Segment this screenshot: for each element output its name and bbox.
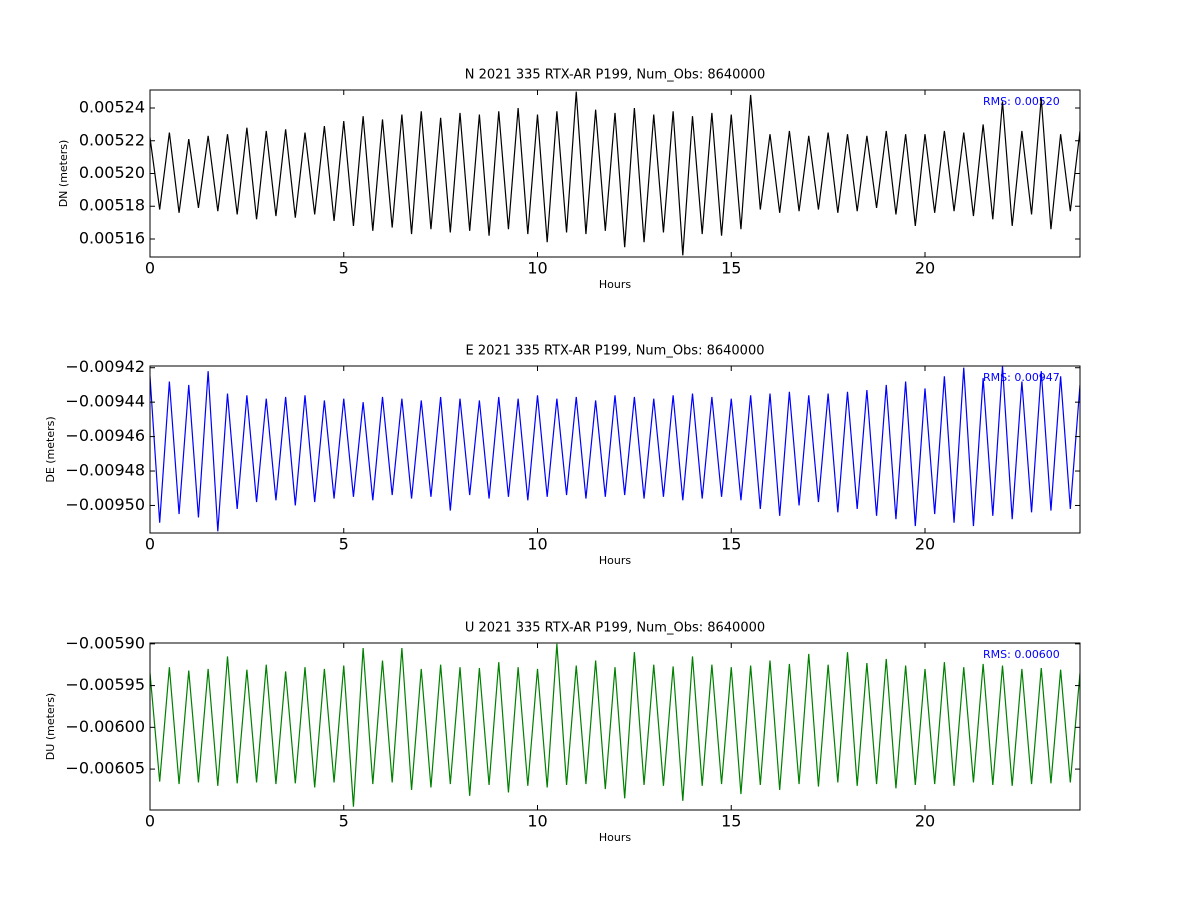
x-tick-label: 15 bbox=[721, 812, 741, 831]
y-tick-label: 0.00520 bbox=[79, 163, 145, 182]
y-axis-label: DN (meters) bbox=[57, 140, 70, 208]
y-tick-label: 0.00524 bbox=[79, 98, 145, 117]
subplot: N 2021 335 RTX-AR P199, Num_Obs: 8640000… bbox=[57, 68, 1081, 291]
y-tick-label: 0.00516 bbox=[79, 228, 145, 247]
x-tick-label: 0 bbox=[145, 535, 155, 554]
annotation: RMS: 0.00520 bbox=[983, 95, 1060, 108]
x-tick-label: 0 bbox=[145, 259, 155, 278]
x-tick-label: 10 bbox=[527, 535, 547, 554]
x-tick-label: 20 bbox=[915, 535, 935, 554]
x-tick-label: 10 bbox=[527, 812, 547, 831]
data-line bbox=[150, 366, 1080, 532]
y-tick-label: −0.00948 bbox=[65, 461, 145, 480]
y-tick-label: 0.00522 bbox=[79, 130, 145, 149]
x-tick-label: 10 bbox=[527, 259, 547, 278]
x-tick-label: 20 bbox=[915, 259, 935, 278]
y-tick-label: −0.00600 bbox=[65, 717, 145, 736]
subplot-title: E 2021 335 RTX-AR P199, Num_Obs: 8640000 bbox=[466, 344, 765, 359]
plot-frame bbox=[149, 642, 1081, 811]
data-line bbox=[150, 91, 1080, 256]
y-axis-label: DU (meters) bbox=[44, 693, 57, 760]
y-tick-label: −0.00590 bbox=[65, 633, 145, 652]
subplot: E 2021 335 RTX-AR P199, Num_Obs: 8640000… bbox=[44, 344, 1081, 567]
x-tick-label: 20 bbox=[915, 812, 935, 831]
y-tick-label: −0.00942 bbox=[65, 357, 145, 376]
data-line bbox=[150, 643, 1080, 807]
y-tick-label: −0.00950 bbox=[65, 495, 145, 514]
y-axis-label: DE (meters) bbox=[44, 416, 57, 482]
x-tick-label: 15 bbox=[721, 535, 741, 554]
subplot: U 2021 335 RTX-AR P199, Num_Obs: 8640000… bbox=[44, 621, 1081, 844]
y-tick-label: −0.00605 bbox=[65, 759, 145, 778]
x-axis-label: Hours bbox=[599, 831, 631, 844]
subplot-title: N 2021 335 RTX-AR P199, Num_Obs: 8640000 bbox=[465, 68, 765, 83]
x-tick-label: 5 bbox=[339, 812, 349, 831]
y-tick-label: −0.00944 bbox=[65, 392, 145, 411]
x-axis-label: Hours bbox=[599, 554, 631, 567]
subplot-title: U 2021 335 RTX-AR P199, Num_Obs: 8640000 bbox=[465, 621, 765, 636]
y-tick-label: −0.00946 bbox=[65, 426, 145, 445]
annotation: RMS: 0.00600 bbox=[983, 648, 1060, 661]
x-tick-label: 0 bbox=[145, 812, 155, 831]
x-tick-label: 15 bbox=[721, 259, 741, 278]
x-axis-label: Hours bbox=[599, 278, 631, 291]
plot-frame bbox=[149, 365, 1081, 534]
y-tick-label: −0.00595 bbox=[65, 675, 145, 694]
y-tick-label: 0.00518 bbox=[79, 196, 145, 215]
x-tick-label: 5 bbox=[339, 259, 349, 278]
x-tick-label: 5 bbox=[339, 535, 349, 554]
